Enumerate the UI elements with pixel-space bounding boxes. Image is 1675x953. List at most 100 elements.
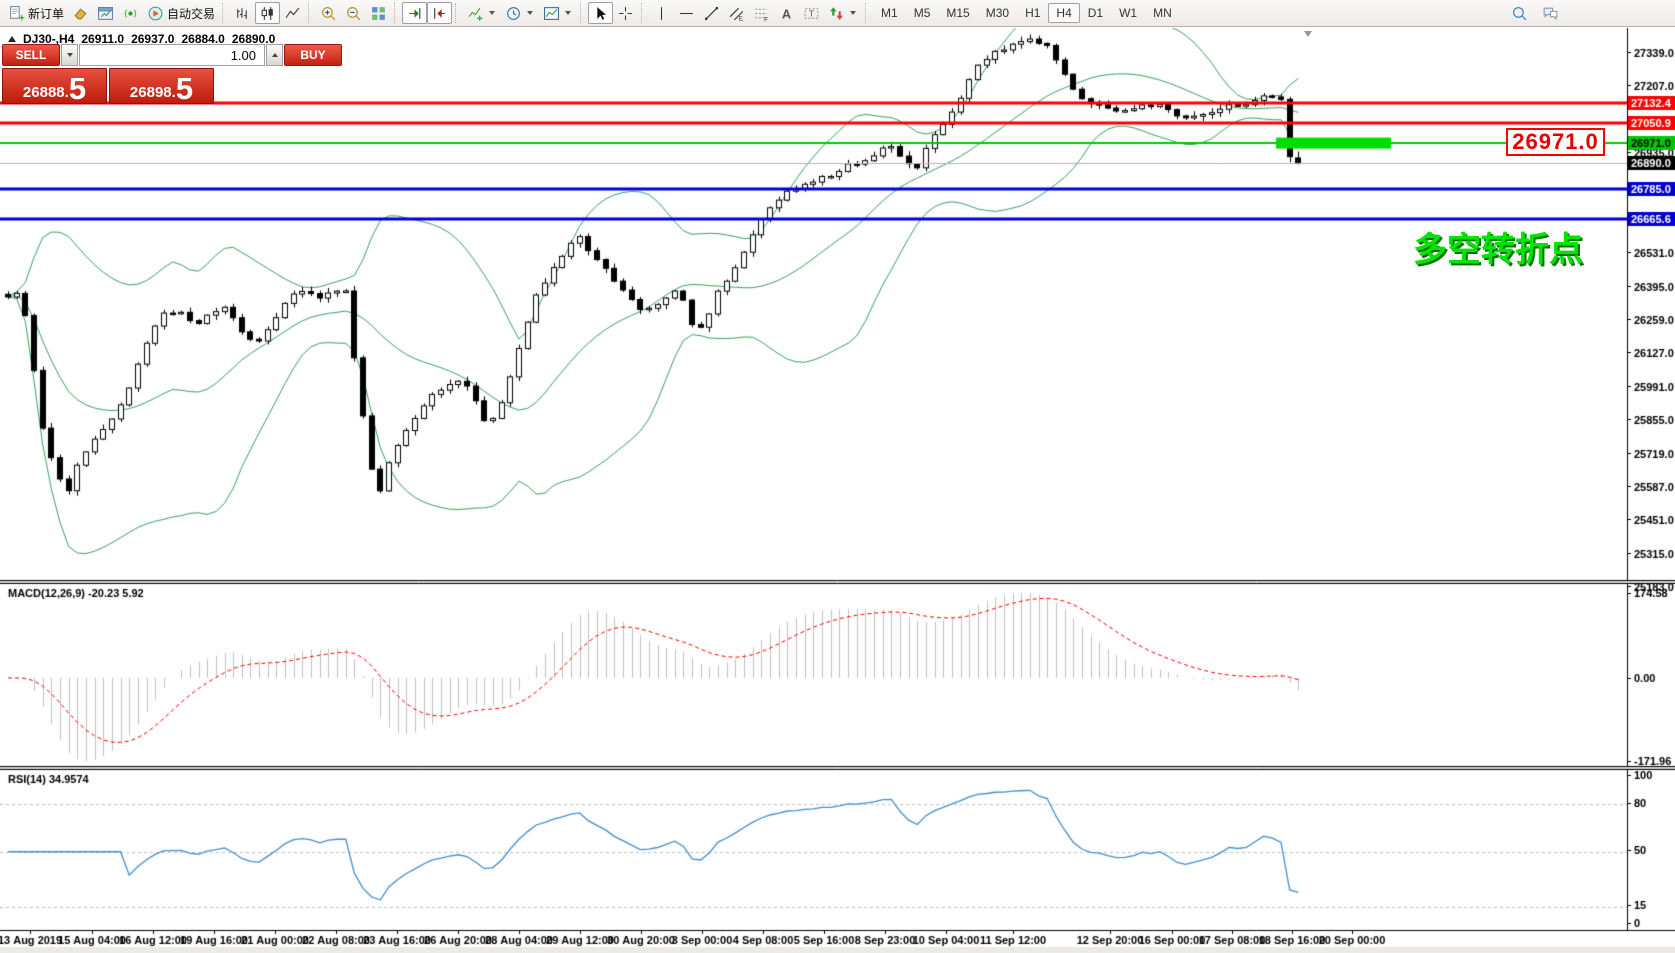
- auto-trading-button[interactable]: 自动交易: [143, 2, 219, 24]
- toolbar-separator: [394, 3, 399, 23]
- eraser-button[interactable]: [68, 2, 93, 24]
- vertical-line-button[interactable]: [649, 2, 674, 24]
- timeframe-m15-button[interactable]: M15: [946, 6, 970, 20]
- one-click-trading-panel: SELL BUY 26888. 5 26898. 5: [2, 44, 342, 104]
- timeframe-w1-button[interactable]: W1: [1119, 6, 1138, 20]
- chart-window-button[interactable]: [93, 2, 118, 24]
- timeframe-d1-button[interactable]: D1: [1087, 6, 1104, 20]
- chevron-down-icon[interactable]: [527, 11, 534, 15]
- toolbar-right-group: [1507, 2, 1563, 24]
- auto-scroll-icon: [409, 7, 421, 19]
- chart-shift-button[interactable]: [427, 2, 453, 24]
- horizontal-line-button[interactable]: [674, 2, 699, 24]
- timeframe-h4-button[interactable]: H4: [1048, 3, 1080, 23]
- clock-icon: [507, 6, 520, 20]
- search-button[interactable]: [1507, 2, 1532, 24]
- open-value: 26911.0: [81, 32, 125, 46]
- horizontal-line-icon: [680, 12, 693, 14]
- zoom-out-button[interactable]: [341, 2, 366, 24]
- sell-button[interactable]: SELL: [2, 44, 60, 66]
- toolbar-separator: [455, 3, 460, 23]
- vertical-line-icon: [661, 6, 663, 20]
- bar-chart-icon: [237, 7, 247, 19]
- template-icon: [544, 6, 559, 20]
- zoom-out-icon: [347, 6, 361, 20]
- toolbar-separator: [865, 3, 870, 23]
- chart-shift-marker-icon[interactable]: [1304, 31, 1312, 37]
- toolbar-separator: [222, 3, 227, 23]
- svg-text:T: T: [809, 8, 814, 18]
- chart-workspace: DJ30-,H4 26911.0 26937.0 26884.0 26890.0…: [0, 27, 1675, 953]
- signals-button[interactable]: [118, 2, 143, 24]
- timeframe-m5-button[interactable]: M5: [913, 6, 931, 20]
- toolbar-separator: [641, 3, 646, 23]
- new-order-button[interactable]: 新订单: [4, 2, 68, 24]
- collapse-triangle-icon[interactable]: [8, 36, 16, 42]
- periods-button[interactable]: [501, 2, 539, 24]
- chevron-down-icon: [66, 53, 73, 57]
- fibonacci-button[interactable]: F: [749, 2, 774, 24]
- chevron-down-icon[interactable]: [565, 11, 572, 15]
- volume-decrease-button[interactable]: [61, 44, 78, 66]
- tile-windows-button[interactable]: [366, 2, 391, 24]
- crosshair-button[interactable]: [613, 2, 638, 24]
- price-callout-box[interactable]: 26971.0: [1506, 128, 1605, 156]
- main-toolbar: 新订单 自动交易: [0, 0, 1675, 27]
- volume-input[interactable]: [79, 44, 265, 66]
- bar-chart-button[interactable]: [230, 2, 255, 24]
- fibonacci-icon: F: [755, 8, 768, 22]
- chart-window-icon: [98, 6, 113, 20]
- buy-price-pips: 5: [175, 70, 194, 106]
- line-chart-button[interactable]: [280, 2, 305, 24]
- add-indicator-button[interactable]: [463, 2, 501, 24]
- zoom-in-button[interactable]: [316, 2, 341, 24]
- text-label-icon: T: [804, 7, 819, 19]
- auto-trading-label: 自动交易: [167, 6, 216, 21]
- cursor-button[interactable]: [588, 2, 614, 24]
- eraser-icon: [74, 8, 87, 19]
- buy-price-box[interactable]: 26898. 5: [109, 68, 214, 104]
- chart-canvas[interactable]: [0, 27, 1675, 953]
- text-label-button[interactable]: T: [799, 2, 824, 24]
- symbol-label: DJ30-,H4: [23, 32, 75, 46]
- text-tool-button[interactable]: A: [774, 2, 799, 24]
- chart-annotation-text[interactable]: 多空转折点: [1413, 231, 1583, 269]
- tile-windows-icon: [372, 6, 385, 20]
- chat-button[interactable]: [1538, 2, 1563, 24]
- symbol-ohlc-line: DJ30-,H4 26911.0 26937.0 26884.0 26890.0: [8, 32, 275, 46]
- sell-price-box[interactable]: 26888. 5: [2, 68, 107, 104]
- chat-icon: [1543, 7, 1558, 20]
- low-value: 26884.0: [181, 32, 225, 46]
- auto-scroll-button[interactable]: [402, 2, 428, 24]
- template-button[interactable]: [539, 2, 577, 24]
- trendline-button[interactable]: [699, 2, 724, 24]
- zoom-in-icon: [322, 6, 336, 20]
- timeframe-m30-button[interactable]: M30: [985, 6, 1010, 20]
- timeframe-mn-button[interactable]: MN: [1153, 6, 1172, 20]
- arrows-tool-button[interactable]: [824, 2, 862, 24]
- buy-price-main: 26898.: [129, 83, 176, 101]
- chevron-down-icon[interactable]: [850, 11, 857, 15]
- sell-price-pips: 5: [68, 70, 87, 106]
- volume-increase-button[interactable]: [266, 44, 283, 66]
- candlestick-chart-icon: [261, 6, 273, 20]
- equidistant-channel-button[interactable]: E: [724, 2, 749, 24]
- timeframe-m1-button[interactable]: M1: [881, 6, 898, 20]
- chevron-down-icon[interactable]: [489, 11, 496, 15]
- chevron-up-icon: [271, 53, 278, 57]
- svg-text:A: A: [782, 6, 791, 21]
- add-indicator-icon: [468, 7, 483, 21]
- svg-text:E: E: [739, 15, 743, 22]
- auto-trading-icon: [148, 6, 163, 20]
- chart-shift-icon: [434, 7, 445, 19]
- new-order-icon: [10, 5, 25, 20]
- candlestick-chart-button[interactable]: [255, 2, 281, 24]
- close-value: 26890.0: [231, 32, 276, 46]
- buy-button[interactable]: BUY: [284, 44, 342, 66]
- crosshair-icon: [619, 6, 632, 20]
- timeframe-h1-button[interactable]: H1: [1025, 6, 1041, 20]
- toolbar-separator: [308, 3, 313, 23]
- toolbar-separator: [580, 3, 585, 23]
- one-click-price-row: 26888. 5 26898. 5: [2, 68, 214, 104]
